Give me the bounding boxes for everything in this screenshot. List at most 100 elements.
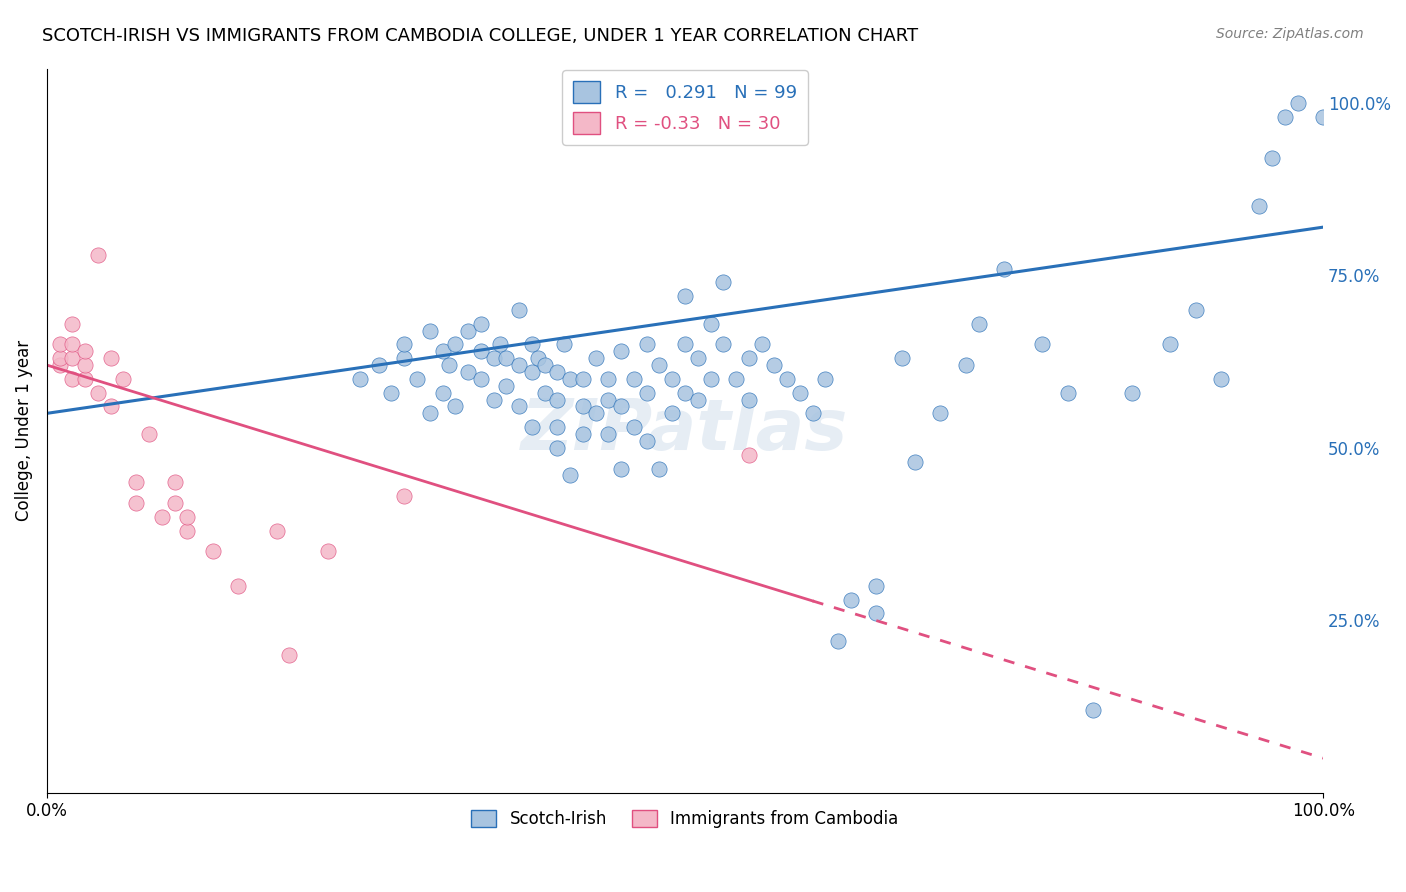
Point [661, 372, 683, 386]
Point [349, 372, 371, 386]
Point [62, 372, 84, 386]
Point [572, 400, 595, 414]
Point [610, 400, 633, 414]
Point [176, 509, 198, 524]
Point [1261, 151, 1284, 165]
Point [75, 358, 97, 372]
Point [444, 400, 467, 414]
Point [1286, 95, 1309, 110]
Point [100, 351, 122, 366]
Point [495, 351, 517, 366]
Text: ZIPatlas: ZIPatlas [522, 396, 849, 465]
Point [470, 344, 492, 359]
Point [527, 351, 550, 366]
Point [1083, 703, 1105, 717]
Point [367, 358, 389, 372]
Point [1274, 110, 1296, 124]
Point [163, 496, 186, 510]
Point [789, 385, 811, 400]
Point [278, 648, 301, 662]
Point [865, 607, 887, 621]
Point [394, 489, 416, 503]
Point [470, 372, 492, 386]
Point [546, 392, 568, 407]
Text: Source: ZipAtlas.com: Source: ZipAtlas.com [1216, 27, 1364, 41]
Point [470, 317, 492, 331]
Point [738, 351, 761, 366]
Point [967, 317, 990, 331]
Point [1312, 110, 1334, 124]
Point [533, 385, 555, 400]
Point [546, 420, 568, 434]
Point [394, 337, 416, 351]
Point [623, 372, 645, 386]
Point [610, 344, 633, 359]
Point [955, 358, 977, 372]
Point [520, 337, 543, 351]
Point [457, 324, 479, 338]
Point [572, 427, 595, 442]
Point [48, 351, 70, 366]
Point [673, 385, 696, 400]
Point [112, 372, 135, 386]
Point [711, 337, 734, 351]
Point [125, 496, 148, 510]
Point [1057, 385, 1080, 400]
Point [508, 302, 530, 317]
Point [725, 372, 748, 386]
Point [1184, 302, 1206, 317]
Point [419, 406, 441, 420]
Point [751, 337, 773, 351]
Point [636, 385, 658, 400]
Point [636, 434, 658, 448]
Point [201, 544, 224, 558]
Point [163, 475, 186, 490]
Point [482, 392, 505, 407]
Point [598, 427, 620, 442]
Point [48, 337, 70, 351]
Point [432, 385, 454, 400]
Point [150, 509, 173, 524]
Point [419, 324, 441, 338]
Point [394, 351, 416, 366]
Point [686, 392, 709, 407]
Point [316, 544, 339, 558]
Point [1121, 385, 1143, 400]
Point [553, 337, 575, 351]
Point [508, 400, 530, 414]
Point [520, 365, 543, 379]
Point [598, 372, 620, 386]
Point [610, 461, 633, 475]
Point [508, 358, 530, 372]
Point [75, 344, 97, 359]
Point [1249, 199, 1271, 213]
Point [711, 275, 734, 289]
Point [686, 351, 709, 366]
Point [1159, 337, 1181, 351]
Point [993, 261, 1015, 276]
Point [776, 372, 799, 386]
Point [62, 317, 84, 331]
Point [891, 351, 914, 366]
Point [623, 420, 645, 434]
Point [572, 372, 595, 386]
Point [75, 372, 97, 386]
Point [560, 468, 582, 483]
Point [380, 385, 402, 400]
Point [520, 420, 543, 434]
Point [176, 524, 198, 538]
Point [738, 392, 761, 407]
Point [661, 406, 683, 420]
Point [827, 634, 849, 648]
Point [1209, 372, 1232, 386]
Point [444, 337, 467, 351]
Point [929, 406, 952, 420]
Point [546, 441, 568, 455]
Point [406, 372, 429, 386]
Point [699, 372, 721, 386]
Point [228, 579, 250, 593]
Point [839, 592, 862, 607]
Point [585, 351, 607, 366]
Point [814, 372, 837, 386]
Point [801, 406, 824, 420]
